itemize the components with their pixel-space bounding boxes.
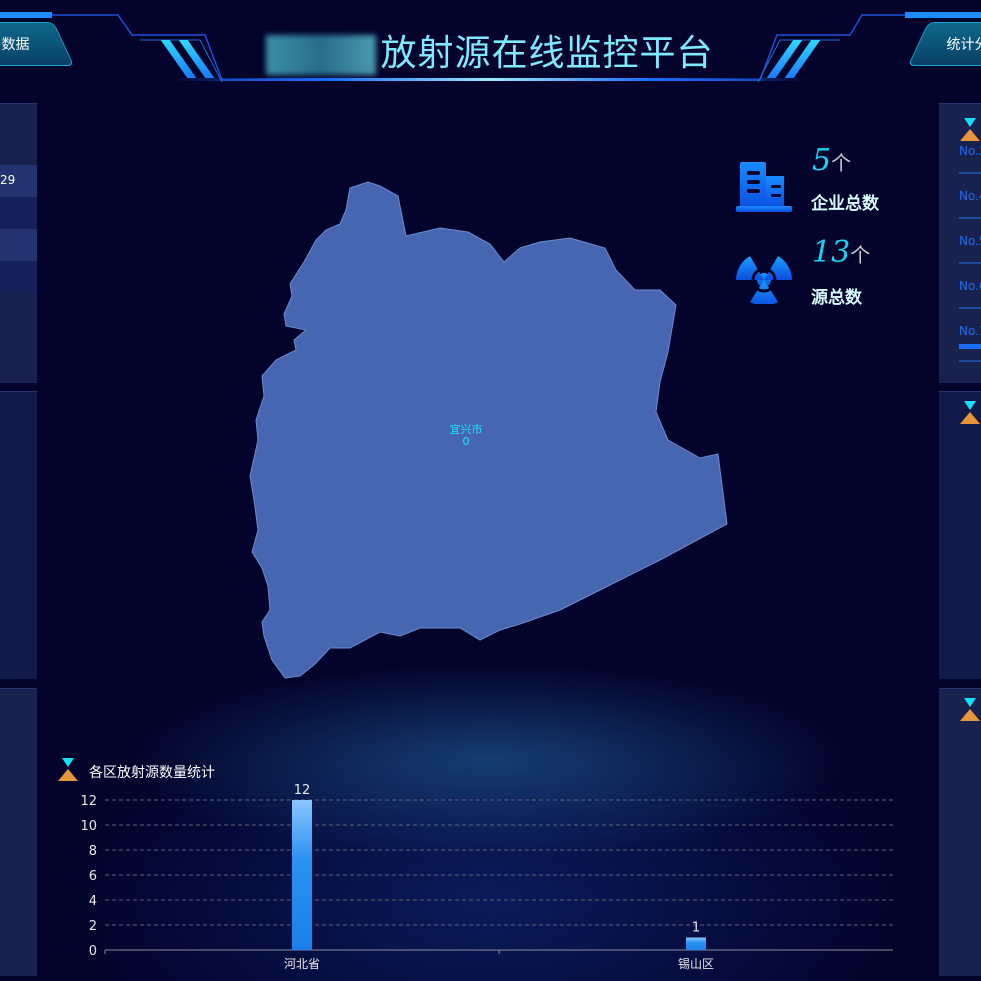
enterprise-count: 5个	[812, 143, 852, 178]
blurred-title-prefix	[266, 35, 377, 75]
rank-item[interactable]: No.1	[959, 324, 981, 338]
header-glow	[170, 78, 810, 81]
header: 数据 统计分 放射源在线监控平台	[0, 0, 981, 95]
section-icon	[960, 698, 980, 722]
y-tick-label: 4	[89, 894, 97, 909]
enterprise-count-label: 企业总数	[811, 194, 879, 214]
header-accent-left	[0, 12, 52, 18]
x-tick-label: 锡山区	[678, 956, 714, 971]
table-row[interactable]: 29	[0, 165, 37, 197]
rank-divider	[959, 262, 981, 264]
y-tick-label: 8	[89, 844, 97, 859]
source-count-label: 源总数	[811, 288, 862, 308]
table-row[interactable]	[0, 229, 37, 261]
section-icon	[960, 118, 980, 142]
bar	[686, 937, 706, 950]
rank-divider	[959, 172, 981, 174]
source-count: 13个	[812, 235, 871, 270]
rank-item[interactable]: No.4	[959, 189, 981, 203]
rank-divider	[959, 307, 981, 309]
right-panel-top	[939, 103, 981, 383]
radiation-icon	[736, 256, 792, 304]
right-panel-bottom	[939, 688, 981, 976]
x-tick-label: 河北省	[284, 957, 320, 971]
row-value: 29	[0, 173, 16, 187]
left-panel-bottom	[0, 688, 37, 976]
table-row[interactable]	[0, 261, 37, 293]
bar-data-label: 12	[294, 783, 311, 798]
y-tick-label: 12	[80, 794, 97, 809]
bar	[292, 800, 312, 950]
map-label: 宜兴市 0	[449, 423, 483, 448]
map-region-yixing[interactable]	[249, 181, 728, 679]
header-accent-right	[905, 12, 981, 18]
left-panel-middle	[0, 391, 37, 679]
y-tick-label: 0	[89, 944, 97, 959]
rank-divider	[959, 360, 981, 362]
table-row[interactable]	[0, 197, 37, 229]
chart-title: 各区放射源数量统计	[89, 765, 215, 781]
right-panel-middle	[939, 391, 981, 679]
rank-item[interactable]: No.5	[959, 234, 981, 248]
page-title: 放射源在线监控平台	[240, 24, 740, 76]
section-icon	[960, 401, 980, 425]
rank-divider	[959, 217, 981, 219]
y-tick-label: 10	[80, 819, 97, 834]
left-panel-top: 29	[0, 103, 37, 383]
chart-title-icon	[58, 758, 78, 782]
y-tick-label: 6	[89, 869, 97, 884]
bar-data-label: 1	[692, 921, 700, 936]
rank-item[interactable]: No.6	[959, 279, 981, 293]
building-icon	[736, 162, 792, 212]
y-tick-label: 2	[89, 919, 97, 934]
rank-progress-bar	[959, 344, 981, 349]
rank-item[interactable]: No.2	[959, 144, 981, 158]
